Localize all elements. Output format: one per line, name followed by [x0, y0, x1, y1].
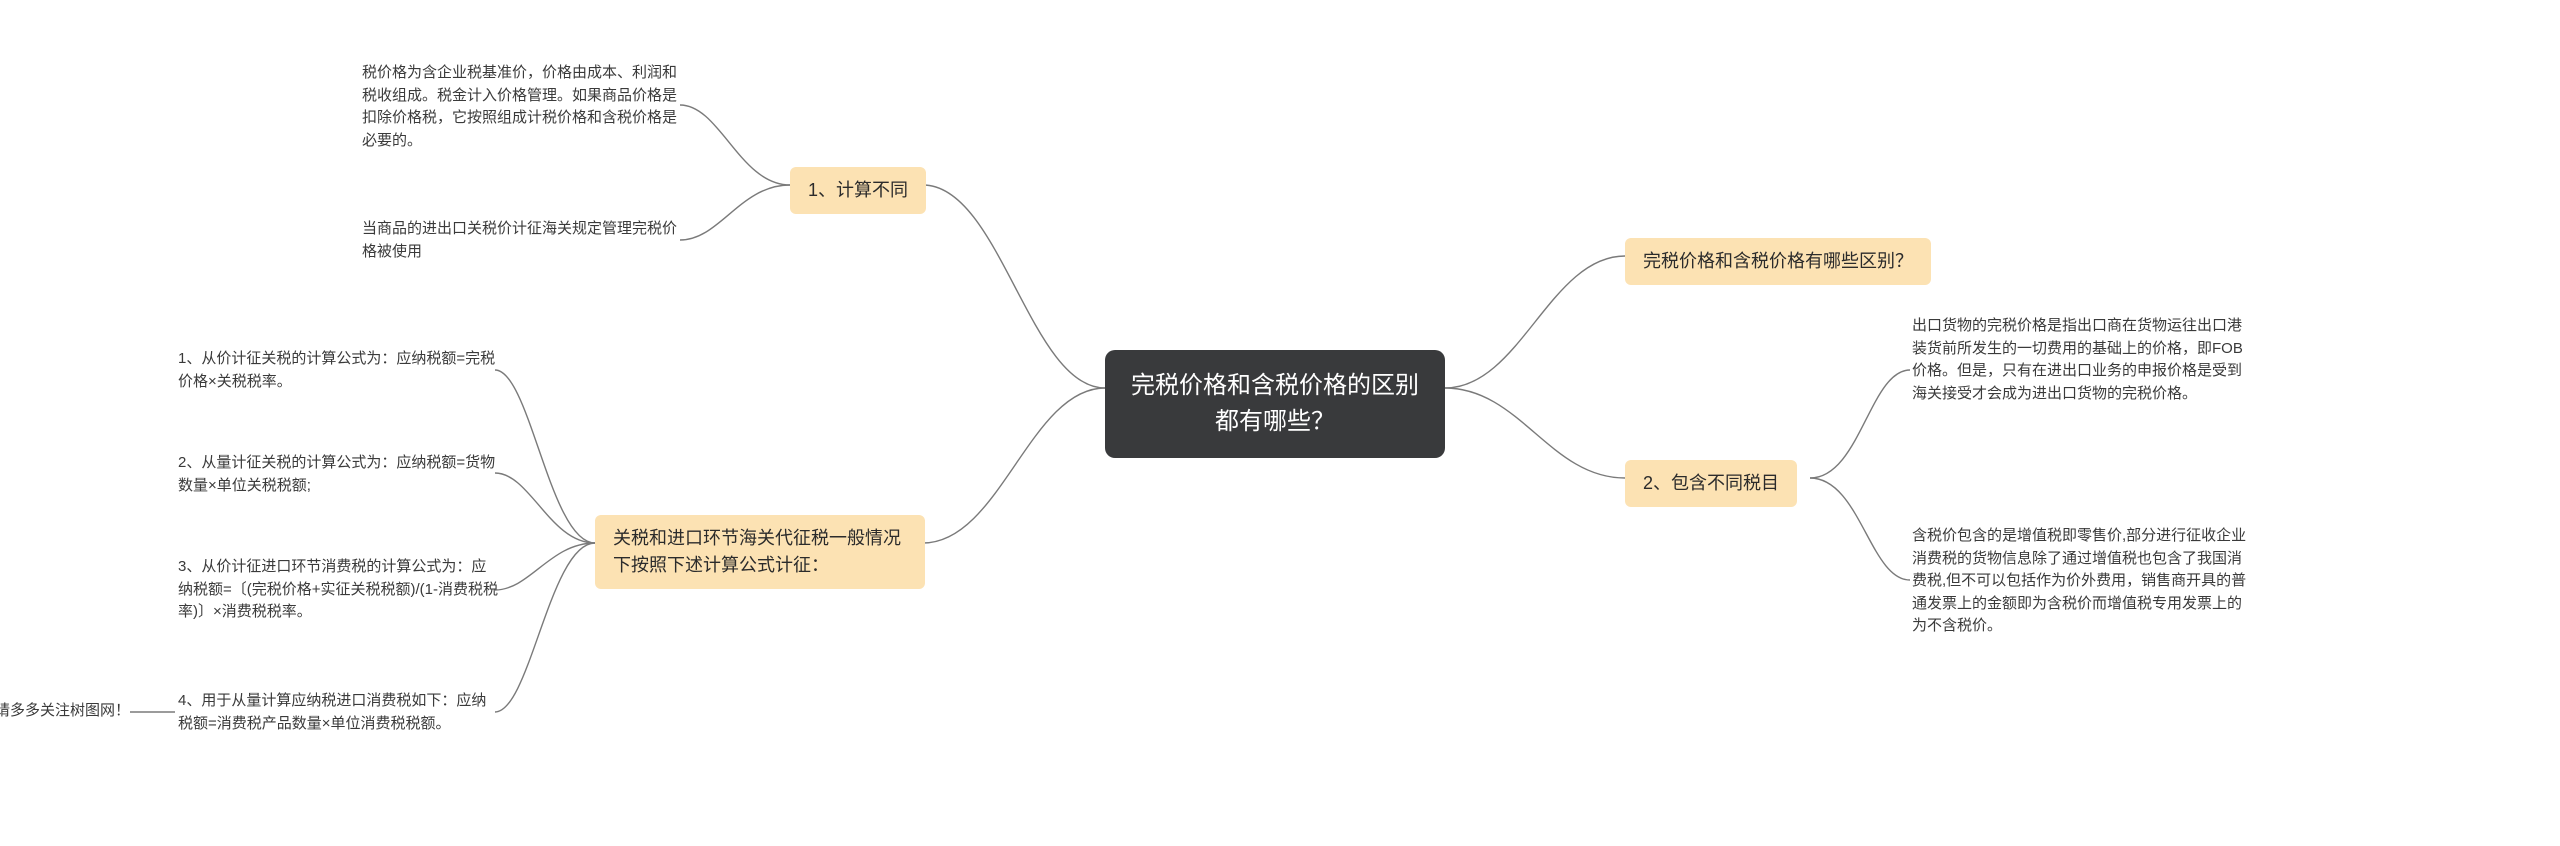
left-branch-1-leaf-2: 当商品的进出口关税价计征海关规定管理完税价格被使用 [362, 218, 682, 263]
left-branch-2-leaf-4: 4、用于从量计算应纳税进口消费税如下：应纳税额=消费税产品数量×单位消费税税额。 [178, 690, 498, 735]
right-branch-2-label: 2、包含不同税目 [1643, 473, 1779, 493]
left-branch-1-label: 1、计算不同 [808, 180, 908, 200]
right-branch-1-label: 完税价格和含税价格有哪些区别？ [1643, 251, 1913, 271]
left-branch-2-leaf-3: 3、从价计征进口环节消费税的计算公式为：应纳税额=〔(完税价格+实征关税税额)/… [178, 556, 498, 624]
center-text: 完税价格和含税价格的区别都有哪些？ [1131, 372, 1419, 435]
left-branch-2-leaf-2: 2、从量计征关税的计算公式为：应纳税额=货物数量×单位关税税额; [178, 452, 498, 497]
right-branch-2[interactable]: 2、包含不同税目 [1625, 460, 1797, 507]
left-branch-2-leaf-1: 1、从价计征关税的计算公式为：应纳税额=完税价格×关税税率。 [178, 348, 498, 393]
right-branch-2-leaf-1: 出口货物的完税价格是指出口商在货物运往出口港装货前所发生的一切费用的基础上的价格… [1912, 315, 2252, 405]
center-node[interactable]: 完税价格和含税价格的区别都有哪些？ [1105, 350, 1445, 458]
footer-text: 想了解更多的会计知识，请多多关注树图网！ [0, 700, 130, 723]
left-branch-1-leaf-1: 税价格为含企业税基准价，价格由成本、利润和税收组成。税金计入价格管理。如果商品价… [362, 62, 682, 152]
left-branch-2[interactable]: 关税和进口环节海关代征税一般情况下按照下述计算公式计征： [595, 515, 925, 589]
right-branch-1[interactable]: 完税价格和含税价格有哪些区别？ [1625, 238, 1931, 285]
left-branch-2-label: 关税和进口环节海关代征税一般情况下按照下述计算公式计征： [613, 528, 901, 575]
right-branch-2-leaf-2: 含税价包含的是增值税即零售价,部分进行征收企业消费税的货物信息除了通过增值税也包… [1912, 525, 2252, 638]
left-branch-1[interactable]: 1、计算不同 [790, 167, 926, 214]
